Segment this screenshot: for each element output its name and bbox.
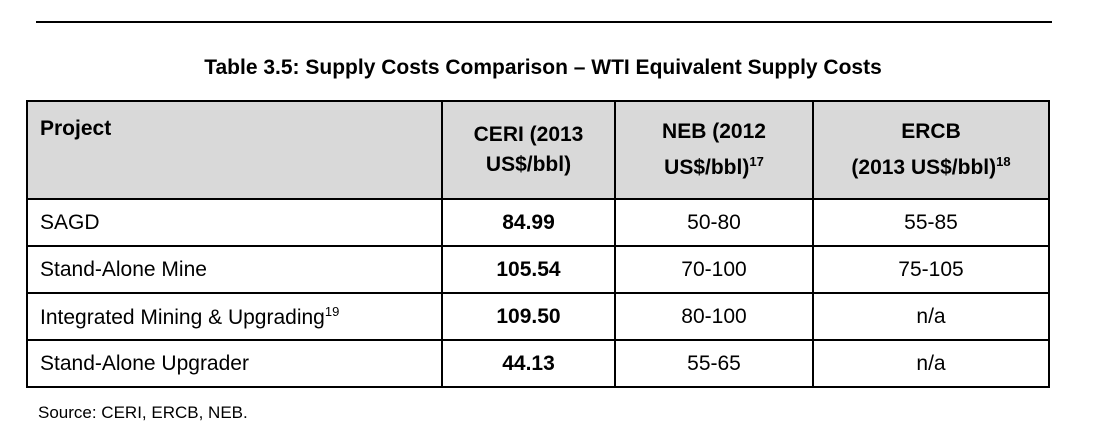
table-row: Stand-Alone Upgrader 44.13 55-65 n/a [26,339,1050,388]
table-cell: 109.50 [441,292,616,341]
cell-text: 50-80 [687,210,741,234]
top-rule [36,21,1052,23]
cell-text: 75-105 [898,257,964,281]
table-cell: Stand-Alone Upgrader [26,339,443,388]
footnote-ref: 17 [749,154,764,169]
table: Project CERI (2013 US$/bbl) NEB (2012 US$/bb… [26,100,1050,388]
table-title: Table 3.5: Supply Costs Comparison – WTI… [204,56,882,79]
table-cell: Stand-Alone Mine [26,245,443,294]
header-text: Project [40,117,112,140]
cell-text: Stand-Alone Mine [40,257,207,281]
table-cell: 50-80 [614,198,814,247]
header-text: NEB (2012 [662,120,766,143]
table-cell: 70-100 [614,245,814,294]
header-cell: ERCB (2013 US$/bbl)18 [812,100,1050,200]
header-text: US$/bbl) [485,153,572,176]
cell-text: 55-85 [904,210,958,234]
cell-text: 109.50 [496,304,561,328]
header-text: CERI (2013 [473,123,584,146]
cell-text: SAGD [40,210,100,234]
table-cell: 44.13 [441,339,616,388]
header-text: ERCB [901,120,961,143]
table-row: SAGD 84.99 50-80 55-85 [26,198,1050,247]
header-text: (2013 US$/bbl) [851,156,997,179]
header-cell: Project [26,100,443,200]
cell-text: 105.54 [496,257,561,281]
table-cell: n/a [812,292,1050,341]
footnote-ref: 19 [324,303,340,319]
table-cell: 84.99 [441,198,616,247]
cell-text: Integrated Mining & Upgrading [40,305,325,329]
cell-text: 84.99 [502,210,555,234]
source-note: Source: CERI, ERCB, NEB. [38,403,248,422]
table-cell: SAGD [26,198,443,247]
cell-text: Stand-Alone Upgrader [40,351,249,375]
table-cell: 55-65 [614,339,814,388]
header-cell: CERI (2013 US$/bbl) [441,100,616,200]
table-cell: n/a [812,339,1050,388]
cell-text: 44.13 [502,351,555,375]
table-cell: 75-105 [812,245,1050,294]
table-cell: Integrated Mining & Upgrading19 [26,292,443,341]
footnote-ref: 18 [996,154,1011,169]
cell-text: n/a [916,304,946,328]
header-row: Project CERI (2013 US$/bbl) NEB (2012 US$/bb… [26,100,1050,200]
table-row: Integrated Mining & Upgrading19 109.50 80-… [26,292,1050,341]
table-body: SAGD 84.99 50-80 55-85 Stand-Alone Mine 105.5… [26,198,1050,388]
header-cell: NEB (2012 US$/bbl)17 [614,100,814,200]
cell-text: 55-65 [687,351,741,375]
table-cell: 105.54 [441,245,616,294]
header-text: US$/bbl) [664,156,750,179]
table-row: Stand-Alone Mine 105.54 70-100 75-105 [26,245,1050,294]
cell-text: 80-100 [681,304,747,328]
table-cell: 80-100 [614,292,814,341]
cell-text: n/a [916,351,946,375]
cell-text: 70-100 [681,257,747,281]
table-cell: 55-85 [812,198,1050,247]
